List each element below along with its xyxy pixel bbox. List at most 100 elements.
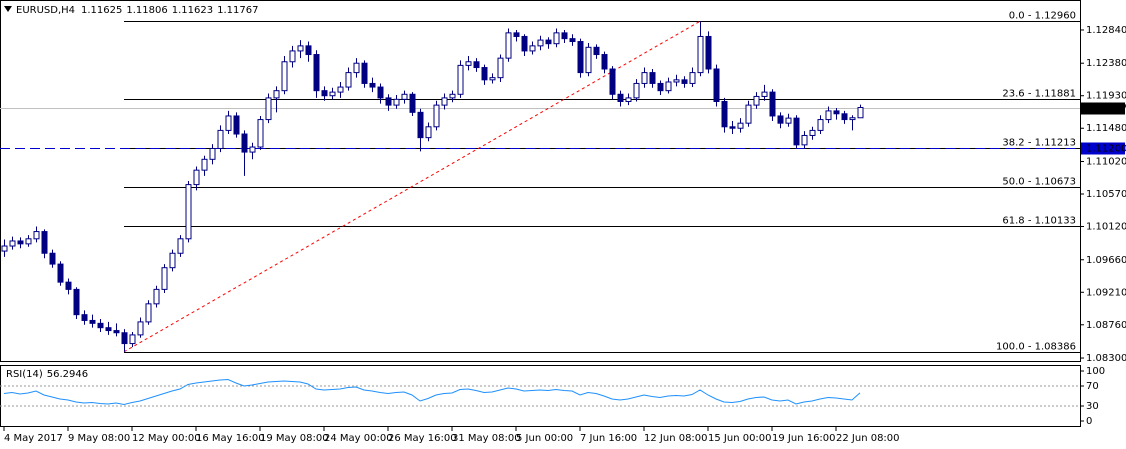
candle-body <box>209 147 216 160</box>
x-tick-label: 19 Jun 16:00 <box>772 433 836 444</box>
candle-body <box>393 98 400 106</box>
candle-body <box>625 97 632 103</box>
candle-body <box>465 61 472 66</box>
candle-body <box>697 35 704 74</box>
y-tick-label: 1.12840 <box>1086 25 1126 36</box>
candle-body <box>401 93 408 100</box>
candle-body <box>537 39 544 47</box>
candle-body <box>577 41 584 74</box>
candle-body <box>305 45 312 56</box>
candle-body <box>273 90 280 99</box>
candle-body <box>489 77 496 81</box>
high: 1.11806 <box>126 5 167 16</box>
candle-body <box>705 35 712 70</box>
symbol: EURUSD,H4 <box>16 5 75 16</box>
rsi-title: RSI(14) <box>6 369 43 380</box>
candle-body <box>177 238 184 254</box>
price-label: 1.11200 <box>1086 144 1126 155</box>
candle-body <box>857 107 864 119</box>
fib-label: 38.2 - 1.11213 <box>1002 138 1076 149</box>
candle-body <box>249 146 256 153</box>
candle-body <box>1 245 8 252</box>
candle-body <box>425 126 432 139</box>
candle-body <box>745 104 752 124</box>
candle-body <box>337 86 344 93</box>
candle-body <box>49 252 56 265</box>
rsi-panel <box>0 365 1081 427</box>
candle-body <box>65 281 72 290</box>
candle-body <box>529 45 536 52</box>
candle-body <box>513 32 520 37</box>
candle-body <box>753 95 760 106</box>
y-tick-label: 1.11930 <box>1086 91 1126 102</box>
candle-body <box>265 97 272 121</box>
x-tick-label: 5 Jun 00:00 <box>516 433 573 444</box>
candle-body <box>833 110 840 115</box>
candle-body <box>841 113 848 121</box>
fib-label: 100.0 - 1.08386 <box>996 342 1076 353</box>
candle-body <box>201 158 208 171</box>
candle-body <box>153 288 160 305</box>
rsi-header: RSI(14) 56.2946 <box>6 369 88 380</box>
candle-body <box>297 45 304 52</box>
candle-body <box>329 91 336 97</box>
candle-body <box>681 79 688 84</box>
candle-body <box>345 72 352 88</box>
candle-body <box>73 288 80 316</box>
price-panel <box>0 0 1081 362</box>
trend-line <box>123 20 701 353</box>
candle-body <box>17 240 24 245</box>
y-tick-label: 30 <box>1086 401 1099 412</box>
x-tick-label: 19 May 08:00 <box>260 433 329 444</box>
y-tick-label: 1.08300 <box>1086 353 1126 364</box>
candle-body <box>129 334 136 345</box>
y-tick-label: 1.09660 <box>1086 255 1126 266</box>
y-tick-label: 1.09210 <box>1086 287 1126 298</box>
candle-body <box>441 97 448 106</box>
candle-body <box>785 117 792 124</box>
candle-body <box>521 35 528 52</box>
y-tick-label: 1.08760 <box>1086 320 1126 331</box>
y-tick-label: 1.12380 <box>1086 58 1126 69</box>
candle-body <box>497 57 504 79</box>
candle-body <box>737 122 744 129</box>
candle-body <box>113 330 120 334</box>
rsi-value: 56.2946 <box>47 369 88 380</box>
candle-body <box>89 319 96 324</box>
candle-body <box>777 115 784 124</box>
y-tick-label: 100 <box>1086 366 1105 377</box>
candle-body <box>505 32 512 59</box>
x-tick-label: 24 May 00:00 <box>324 433 393 444</box>
candle-body <box>225 115 232 131</box>
candle-body <box>33 231 40 240</box>
candle-body <box>561 32 568 40</box>
candle-body <box>217 129 224 149</box>
x-tick-label: 16 May 16:00 <box>196 433 265 444</box>
fib-label: 61.8 - 1.10133 <box>1002 216 1076 227</box>
menu-arrow[interactable] <box>4 6 12 12</box>
candle-body <box>473 61 480 69</box>
candle-body <box>169 252 176 269</box>
candle-body <box>97 322 104 329</box>
candle-body <box>801 134 808 146</box>
open: 1.11625 <box>81 5 122 16</box>
candle-body <box>161 267 168 290</box>
candle-body <box>233 115 240 135</box>
candle-body <box>289 50 296 63</box>
x-tick-label: 22 Jun 08:00 <box>836 433 900 444</box>
candle-body <box>689 72 696 84</box>
candle-body <box>713 68 720 103</box>
y-tick-label: 1.11480 <box>1086 123 1126 134</box>
candle-body <box>593 46 600 56</box>
y-tick-label: 1.10120 <box>1086 222 1126 233</box>
candle-body <box>617 93 624 103</box>
candle-body <box>665 81 672 92</box>
candle-body <box>553 32 560 45</box>
candle-body <box>633 82 640 99</box>
candle-body <box>385 97 392 106</box>
x-tick-label: 31 May 08:00 <box>452 433 521 444</box>
x-tick-label: 7 Jun 16:00 <box>580 433 637 444</box>
candle-body <box>641 72 648 84</box>
fib-label: 23.6 - 1.11881 <box>1002 89 1076 100</box>
